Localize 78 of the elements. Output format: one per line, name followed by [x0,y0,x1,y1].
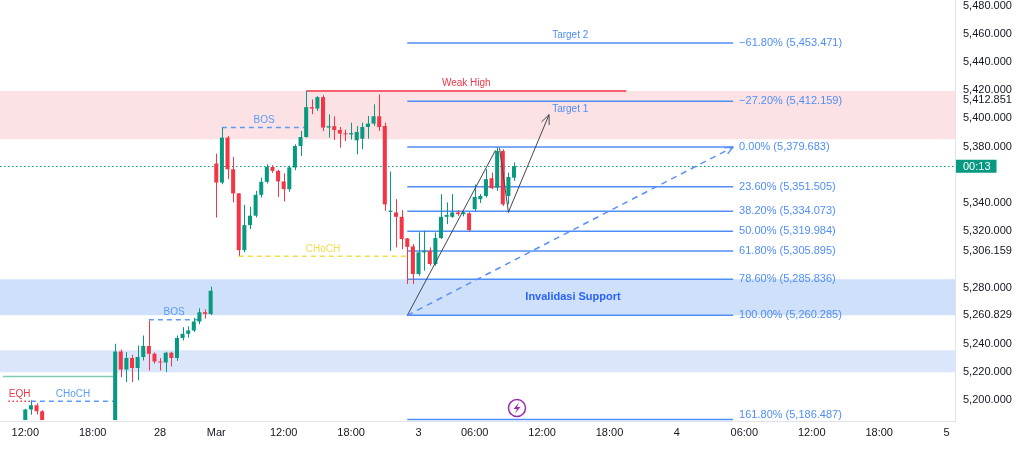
series-label: BOS [253,113,275,125]
x-tick-label: 3 [415,426,422,439]
series-label: Target 2 [552,29,589,41]
x-tick-label: 18:00 [78,426,107,439]
data-label: 23.60% (5,351.505) [739,179,836,192]
x-tick-label: 06:00 [460,426,489,439]
y-tick-label: 5,340.000 [963,196,1012,209]
series-label: CHoCH [305,242,341,254]
y-tick-label: 5,240.000 [963,337,1012,349]
y-tick-label: 5,260.829 [963,307,1012,320]
candlestick [332,115,337,141]
candlestick [438,193,444,240]
y-tick-label: 5,480.000 [963,0,1012,11]
data-label: 0.00% (5,379.683) [739,140,830,153]
x-tick-label: 18:00 [337,426,365,439]
data-label: 50.00% (5,319.984) [739,224,836,237]
candlestick [416,231,421,277]
series-label: CHoCH [55,387,91,399]
candlestick [371,103,376,127]
candlestick [298,130,303,157]
x-tick-label: Mar [206,426,227,439]
x-tick-label: 12:00 [797,426,826,439]
text: 00:13 [963,159,991,172]
candlestick [253,190,258,218]
candlestick [506,172,511,205]
candlestick [214,153,219,219]
y-tick-label: 5,200.000 [963,393,1012,406]
candlestick [427,246,432,267]
candlestick [467,211,472,232]
candlestick [326,113,331,139]
data-label: 78.60% (5,285.836) [739,272,836,285]
y-tick-label: 5,220.000 [963,365,1012,378]
series-label: Weak High [441,77,491,89]
candlestick [158,357,163,371]
series-label: BOS [163,306,186,318]
x-tick-label: 12:00 [269,426,298,439]
candlestick [247,206,253,230]
band-label: Invalidasi Support [525,290,621,303]
y-tick-label: 5,412.851 [963,93,1012,106]
candlestick [163,351,168,373]
series-label: EQH [8,387,31,399]
candlestick [118,349,123,378]
data-label: 100.00% (5,260.285) [739,308,842,321]
y-tick-label: 5,306.159 [963,243,1012,256]
y-tick-label: 5,380.000 [963,139,1012,152]
x-tick-label: 12:00 [11,426,40,439]
candlestick [259,177,264,198]
x-tick-label: 06:00 [730,426,759,439]
candlestick [377,93,382,132]
x-tick-label: 5 [943,426,950,439]
y-tick-label: 5,460.000 [963,26,1012,39]
x-tick-label: 12:00 [528,426,556,439]
candlestick [129,354,135,383]
candlestick [141,335,146,361]
data-label: −27.20% (5,412.159) [739,94,843,107]
candlestick [135,345,140,381]
y-tick-label: 5,420.000 [963,83,1012,96]
data-label: −61.80% (5,453.471) [739,36,843,49]
data-label: 38.20% (5,334.073) [739,204,836,217]
x-tick-label: 18:00 [865,426,893,439]
data-label: 61.80% (5,305.895) [739,244,836,257]
series-label: Target 1 [552,102,589,114]
y-tick-label: 5,320.000 [963,224,1012,237]
x-tick-label: 4 [673,426,680,439]
y-tick-label: 5,400.000 [963,111,1012,124]
candlestick [276,169,281,198]
candlestick [174,335,179,362]
x-tick-label: 28 [153,426,167,439]
y-tick-label: 5,440.000 [963,55,1012,68]
candlestick [394,198,399,248]
candlestick [208,286,213,316]
candlestick [483,168,488,198]
data-label: 161.80% (5,186.487) [739,407,842,420]
x-tick-label: 18:00 [595,426,624,439]
candlestick [281,172,286,202]
y-tick-label: 5,280.000 [963,280,1012,293]
candlestick [146,320,151,371]
candlestick [124,351,129,383]
